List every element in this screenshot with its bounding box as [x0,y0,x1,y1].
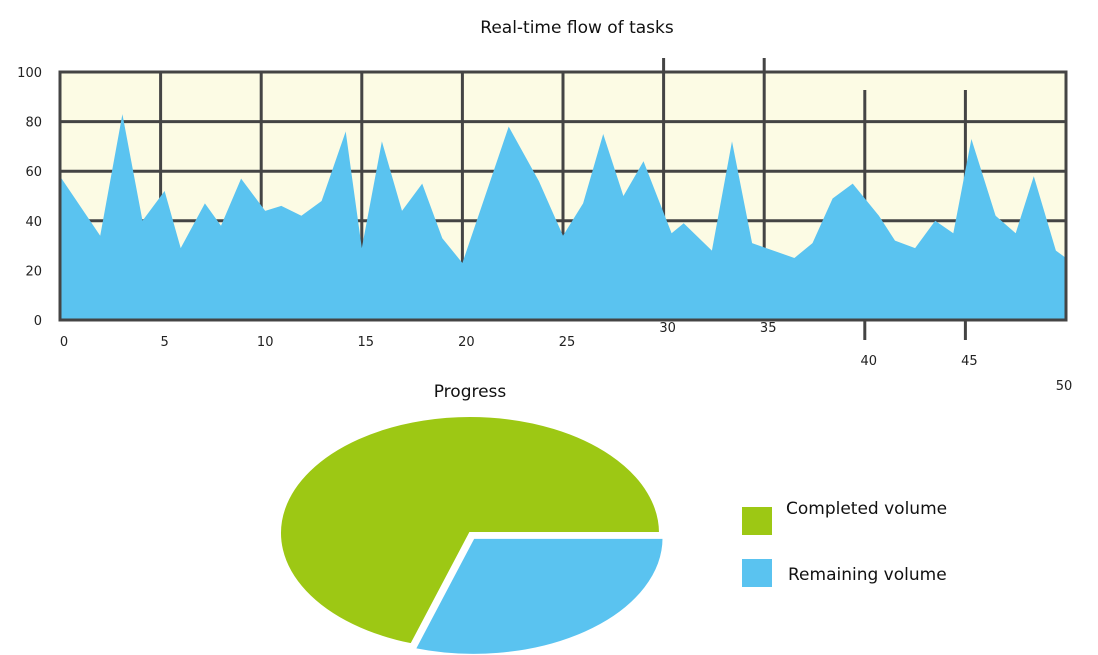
x-tick-label: 35 [760,321,777,336]
y-tick-label: 0 [34,314,42,329]
legend-label-completed: Completed volume [786,499,947,519]
x-tick-label: 30 [659,321,676,336]
y-tick-label: 40 [25,215,42,230]
legend-swatch-completed [742,507,772,535]
x-tick-label: 20 [458,335,475,350]
plot-border [58,70,1068,322]
y-tick-label: 20 [25,264,42,279]
area-chart-title: Real-time flow of tasks [480,18,674,38]
pie-slice-remaining [413,536,665,655]
pie-slice-completed [279,415,662,646]
x-tick-label: 45 [961,354,978,369]
y-tick-label: 60 [25,165,42,180]
x-tick-label: 15 [358,335,375,350]
x-tick-label: 25 [559,335,576,350]
x-tick-label: 40 [861,354,878,369]
x-tick-label: 10 [257,335,274,350]
x-tick-label: 5 [160,335,168,350]
area-series [60,114,1066,320]
y-tick-label: 80 [25,116,42,131]
x-tick-label: 50 [1056,379,1073,394]
y-tick-label: 100 [17,66,42,81]
pie-chart-title: Progress [434,382,507,402]
x-tick-label: 0 [60,335,68,350]
legend-label-remaining: Remaining volume [788,565,947,585]
legend-swatch-remaining [742,559,772,587]
